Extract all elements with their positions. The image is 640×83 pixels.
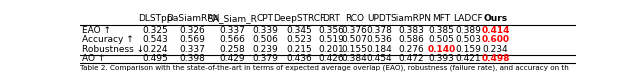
Text: 0.600: 0.600	[482, 36, 509, 44]
Text: 0.454: 0.454	[367, 54, 392, 63]
Text: 0.414: 0.414	[481, 26, 510, 35]
Text: LADCF: LADCF	[453, 14, 483, 23]
Text: Ours: Ours	[484, 14, 508, 23]
Text: 0.385: 0.385	[428, 26, 454, 35]
Text: 0.201: 0.201	[318, 45, 344, 54]
Text: DeepSTRCF: DeepSTRCF	[273, 14, 325, 23]
Text: AO ↑: AO ↑	[82, 54, 106, 63]
Text: Accuracy ↑: Accuracy ↑	[82, 36, 134, 44]
Text: 0.159: 0.159	[455, 45, 481, 54]
Text: 0.383: 0.383	[398, 26, 424, 35]
Text: 0.421: 0.421	[455, 54, 481, 63]
Text: 0.337: 0.337	[180, 45, 205, 54]
Text: 0.429: 0.429	[220, 54, 245, 63]
Text: DLSTpp: DLSTpp	[138, 14, 173, 23]
Text: 0.472: 0.472	[398, 54, 424, 63]
Text: 0.234: 0.234	[483, 45, 508, 54]
Text: Robustness ↓: Robustness ↓	[82, 45, 144, 54]
Text: 0.507: 0.507	[342, 36, 367, 44]
Text: 0.566: 0.566	[220, 36, 245, 44]
Text: DRT: DRT	[323, 14, 340, 23]
Text: 0.325: 0.325	[143, 26, 168, 35]
Text: 0.239: 0.239	[252, 45, 278, 54]
Text: 0.339: 0.339	[252, 26, 278, 35]
Text: 0.140: 0.140	[428, 45, 456, 54]
Text: 0.503: 0.503	[455, 36, 481, 44]
Text: 0.523: 0.523	[286, 36, 312, 44]
Text: 0.398: 0.398	[180, 54, 205, 63]
Text: 0.224: 0.224	[143, 45, 168, 54]
Text: SA_Siam_R: SA_Siam_R	[207, 14, 257, 23]
Text: 0.155: 0.155	[342, 45, 367, 54]
Text: 0.506: 0.506	[252, 36, 278, 44]
Text: 0.384: 0.384	[342, 54, 367, 63]
Text: 0.505: 0.505	[428, 36, 454, 44]
Text: 0.436: 0.436	[286, 54, 312, 63]
Text: 0.519: 0.519	[318, 36, 344, 44]
Text: 0.426: 0.426	[319, 54, 344, 63]
Text: 0.356: 0.356	[318, 26, 344, 35]
Text: 0.393: 0.393	[428, 54, 454, 63]
Text: 0.536: 0.536	[366, 36, 392, 44]
Text: 0.184: 0.184	[367, 45, 392, 54]
Text: 0.276: 0.276	[398, 45, 424, 54]
Text: 0.543: 0.543	[143, 36, 168, 44]
Text: 0.498: 0.498	[481, 54, 510, 63]
Text: 0.376: 0.376	[342, 26, 367, 35]
Text: 0.586: 0.586	[398, 36, 424, 44]
Text: UPDT: UPDT	[367, 14, 392, 23]
Text: 0.389: 0.389	[455, 26, 481, 35]
Text: 0.337: 0.337	[220, 26, 245, 35]
Text: 0.378: 0.378	[366, 26, 392, 35]
Text: MFT: MFT	[432, 14, 451, 23]
Text: 0.258: 0.258	[220, 45, 245, 54]
Text: CPT: CPT	[257, 14, 274, 23]
Text: RCO: RCO	[345, 14, 364, 23]
Text: EAO ↑: EAO ↑	[82, 26, 111, 35]
Text: SiamRPN: SiamRPN	[390, 14, 431, 23]
Text: 0.495: 0.495	[143, 54, 168, 63]
Text: 0.345: 0.345	[286, 26, 312, 35]
Text: Table 2. Comparison with the state-of-the-art in terms of expected average overl: Table 2. Comparison with the state-of-th…	[80, 65, 569, 71]
Text: 0.569: 0.569	[180, 36, 205, 44]
Text: 0.379: 0.379	[252, 54, 278, 63]
Text: 0.215: 0.215	[286, 45, 312, 54]
Text: DaSiamRPN: DaSiamRPN	[166, 14, 220, 23]
Text: 0.326: 0.326	[180, 26, 205, 35]
